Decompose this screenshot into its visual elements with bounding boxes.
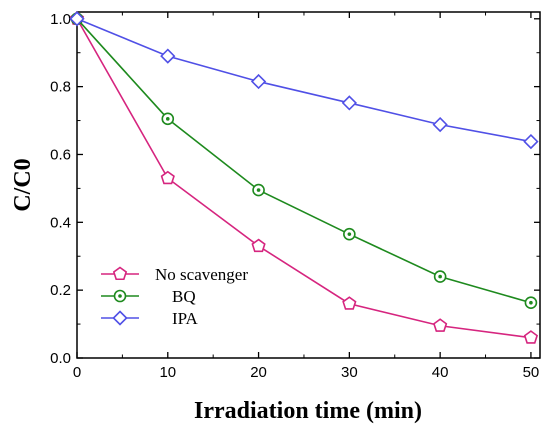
data-point-ipa bbox=[432, 116, 448, 133]
axis-ticks bbox=[76, 12, 540, 359]
data-point-no-scavenger bbox=[160, 170, 175, 185]
data-point-bq-dot bbox=[529, 300, 533, 305]
legend-marker-bq-dot bbox=[118, 294, 122, 298]
y-axis-title: C/C0 bbox=[10, 158, 36, 211]
y-tick-label: 1.0 bbox=[50, 11, 71, 28]
legend-marker-bq bbox=[113, 289, 127, 303]
data-point-bq bbox=[433, 270, 447, 283]
data-point-bq-dot bbox=[347, 232, 352, 236]
data-point-bq bbox=[343, 227, 356, 241]
data-point-no-scavenger bbox=[251, 238, 266, 253]
y-tick-label: 0.4 bbox=[50, 214, 71, 231]
legend-label-ipa: IPA bbox=[172, 309, 199, 328]
data-point-ipa bbox=[160, 48, 176, 64]
legend-label-no-scavenger: No scavenger bbox=[155, 265, 248, 284]
legend-marker-ipa bbox=[112, 310, 128, 326]
data-point-no-scavenger bbox=[523, 330, 539, 344]
x-tick-label: 40 bbox=[432, 364, 449, 381]
series-no-scavenger bbox=[69, 11, 539, 344]
x-tick-label: 30 bbox=[341, 364, 358, 381]
data-point-ipa bbox=[341, 95, 357, 111]
legend-marker-no-scavenger bbox=[112, 266, 128, 281]
plot-frame bbox=[76, 11, 541, 359]
legend-label-bq: BQ bbox=[172, 287, 196, 306]
data-point-no-scavenger bbox=[342, 296, 357, 310]
data-point-ipa bbox=[250, 73, 267, 90]
data-point-bq bbox=[524, 296, 538, 310]
x-tick-labels: 0 10 20 30 40 50 bbox=[73, 364, 539, 381]
y-tick-label: 0.2 bbox=[50, 282, 71, 299]
data-point-ipa bbox=[69, 11, 85, 27]
x-tick-label: 20 bbox=[250, 364, 267, 381]
series-bq bbox=[70, 12, 538, 310]
y-tick-label: 0.8 bbox=[50, 79, 71, 96]
series-line-ipa bbox=[76, 18, 532, 143]
data-point-ipa bbox=[523, 133, 539, 150]
data-point-bq-dot bbox=[256, 188, 261, 192]
data-point-bq-dot bbox=[165, 117, 170, 121]
x-axis-title: Irradiation time (min) bbox=[194, 398, 422, 424]
y-tick-label: 0.0 bbox=[50, 350, 71, 367]
x-tick-label: 50 bbox=[523, 364, 540, 381]
data-point-bq bbox=[161, 112, 175, 126]
series-ipa bbox=[69, 11, 539, 150]
series-layer bbox=[69, 11, 539, 344]
data-point-bq bbox=[252, 183, 265, 197]
data-point-no-scavenger bbox=[433, 318, 448, 332]
y-tick-labels: 0.0 0.2 0.4 0.6 0.8 1.0 bbox=[50, 11, 71, 367]
series-line-no-scavenger bbox=[76, 18, 532, 339]
x-tick-label: 10 bbox=[159, 364, 176, 381]
y-tick-label: 0.6 bbox=[50, 146, 71, 163]
legend: No scavenger BQ IPA bbox=[101, 265, 248, 328]
series-line-bq bbox=[76, 18, 532, 304]
x-tick-label: 0 bbox=[73, 364, 81, 381]
data-point-bq-dot bbox=[438, 274, 442, 279]
